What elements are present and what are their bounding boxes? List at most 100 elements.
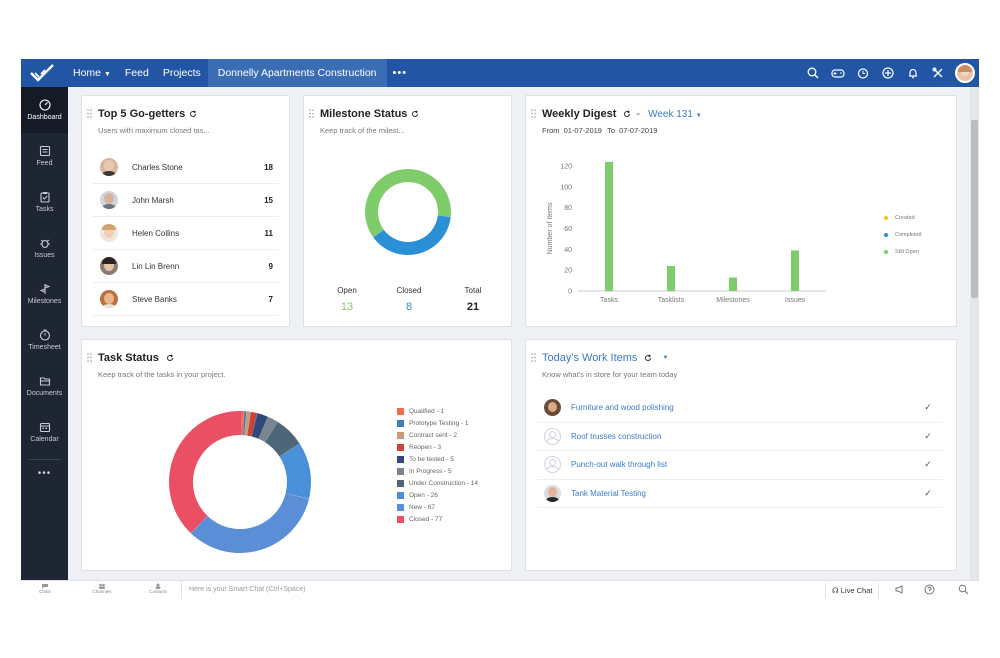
nav-active-project[interactable]: Donnelly Apartments Construction — [207, 59, 387, 87]
donut-slice[interactable] — [169, 411, 242, 534]
donut-slice[interactable] — [279, 443, 311, 499]
donut-slice[interactable] — [265, 421, 300, 457]
work-item-row[interactable]: Tank Material Testing ✓ — [537, 480, 943, 508]
y-tick-label: 80 — [564, 205, 572, 212]
x-tick-label: Milestones — [716, 297, 750, 304]
donut-slice[interactable] — [365, 169, 451, 238]
drag-handle-icon[interactable] — [87, 353, 92, 362]
donut-slice[interactable] — [258, 416, 278, 443]
caret-down-icon[interactable]: ▼ — [662, 355, 669, 361]
legend-item[interactable]: New - 67 — [397, 502, 478, 514]
sidebar-item-label: Timesheet — [28, 344, 61, 351]
legend-item[interactable]: Qualified - 1 — [397, 405, 478, 417]
stat-value: 13 — [340, 301, 354, 313]
legend-item[interactable]: To be tested - 5 — [397, 453, 478, 465]
drag-handle-icon[interactable] — [531, 353, 536, 362]
sidebar-item-dashboard[interactable]: Dashboard — [21, 87, 68, 133]
bottom-tab-contacts[interactable]: Contacts — [143, 583, 173, 594]
nav-projects[interactable]: Projects — [162, 67, 201, 79]
sidebar-item-issues[interactable]: Issues — [21, 225, 68, 271]
nav-feed[interactable]: Feed — [124, 67, 149, 79]
tools-icon[interactable] — [930, 65, 946, 81]
legend-item[interactable]: In Progress - 5 — [397, 465, 478, 477]
go-getter-name: Steve Banks — [132, 294, 177, 304]
go-getter-name: Charles Stone — [132, 162, 183, 172]
avatar — [100, 257, 118, 275]
bar[interactable] — [791, 250, 799, 291]
work-item-title[interactable]: Furniture and wood polishing — [571, 403, 674, 413]
card-subtitle: Users with maximum closed tas... — [98, 126, 210, 135]
bar[interactable] — [605, 161, 613, 291]
sidebar-item-documents[interactable]: Documents — [21, 363, 68, 409]
bottom-tab-chats[interactable]: Chats — [30, 583, 60, 594]
bar[interactable] — [667, 266, 675, 291]
go-getter-row[interactable]: Lin Lin Brenn 9 — [93, 250, 279, 283]
search-icon[interactable] — [805, 65, 821, 81]
legend-swatch — [397, 480, 404, 488]
legend-item[interactable]: Prototype Testing - 1 — [397, 417, 478, 429]
go-getter-row[interactable]: Charles Stone 18 — [93, 151, 279, 184]
drag-handle-icon[interactable] — [87, 109, 92, 118]
gamepad-icon[interactable] — [830, 65, 846, 81]
work-item-row[interactable]: Roof trusses construction ✓ — [537, 423, 943, 451]
work-item-title[interactable]: Tank Material Testing — [571, 488, 646, 498]
legend-item[interactable]: Contract sent - 2 — [397, 429, 478, 441]
bar[interactable] — [729, 277, 737, 291]
stat-label: Closed — [396, 286, 422, 295]
legend-item[interactable]: Under Construction - 14 — [397, 478, 478, 490]
help-icon[interactable] — [924, 584, 935, 595]
go-getter-row[interactable]: Steve Banks 7 — [93, 283, 279, 316]
nav-home[interactable]: Home ▼ — [73, 67, 111, 79]
sidebar-more-button[interactable]: ••• — [37, 468, 52, 479]
app-logo[interactable] — [29, 62, 57, 84]
work-item-title[interactable]: Roof trusses construction — [571, 431, 662, 441]
donut-slice[interactable] — [244, 411, 251, 436]
go-getter-row[interactable]: John Marsh 15 — [93, 184, 279, 217]
scrollbar-thumb[interactable] — [971, 120, 978, 298]
sidebar-item-milestones[interactable]: Milestones — [21, 271, 68, 317]
work-item-row[interactable]: Furniture and wood polishing ✓ — [537, 394, 943, 423]
smart-chat-input[interactable]: Here is your Smart Chat (Ctrl+Space) — [189, 586, 306, 593]
sidebar-item-calendar[interactable]: Calendar — [21, 409, 68, 455]
go-getter-row[interactable]: Helen Collins 11 — [93, 217, 279, 250]
donut-slice[interactable] — [251, 413, 268, 439]
donut-slice[interactable] — [241, 411, 245, 436]
plus-circle-icon[interactable] — [880, 65, 896, 81]
sidebar-item-feed[interactable]: Feed — [21, 133, 68, 179]
chat-icon — [42, 584, 48, 589]
y-tick-label: 60 — [564, 226, 572, 233]
bottom-tab-channels[interactable]: Channels — [87, 583, 117, 594]
user-avatar[interactable] — [955, 63, 975, 83]
legend-swatch — [397, 504, 404, 512]
refresh-icon[interactable] — [189, 110, 197, 118]
nav-more-button[interactable]: ••• — [392, 67, 408, 79]
page-scrollbar[interactable] — [970, 87, 979, 580]
sidebar-item-timesheet[interactable]: Timesheet — [21, 317, 68, 363]
bell-icon[interactable] — [905, 65, 921, 81]
live-chat-button[interactable]: ☊ Live Chat — [825, 583, 880, 598]
sidebar-item-label: Milestones — [27, 298, 62, 305]
refresh-icon[interactable] — [166, 354, 174, 362]
refresh-icon[interactable] — [644, 354, 652, 362]
drag-handle-icon[interactable] — [309, 109, 314, 118]
megaphone-icon[interactable] — [894, 584, 905, 595]
week-selector[interactable]: Week 131 ▼ — [648, 108, 702, 120]
sidebar-item-tasks[interactable]: Tasks — [21, 179, 68, 225]
refresh-icon[interactable] — [623, 110, 631, 118]
legend-item[interactable]: Open - 26 — [397, 490, 478, 502]
y-tick-label: 120 — [560, 164, 572, 171]
timer-icon[interactable] — [855, 65, 871, 81]
legend-item[interactable]: Reopen - 3 — [397, 441, 478, 453]
work-item-title[interactable]: Punch-out walk through list — [571, 460, 668, 470]
refresh-icon[interactable] — [411, 110, 419, 118]
legend-item[interactable]: Closed - 77 — [397, 514, 478, 526]
search-icon[interactable] — [958, 584, 969, 595]
work-item-row[interactable]: Punch-out walk through list ✓ — [537, 451, 943, 480]
donut-slice[interactable] — [242, 411, 247, 436]
donut-slice[interactable] — [190, 493, 309, 553]
milestone-donut-chart — [365, 169, 451, 255]
donut-slice[interactable] — [373, 215, 451, 255]
donut-slice[interactable] — [247, 411, 258, 437]
stat-label: Open — [337, 286, 357, 295]
drag-handle-icon[interactable] — [531, 109, 536, 118]
